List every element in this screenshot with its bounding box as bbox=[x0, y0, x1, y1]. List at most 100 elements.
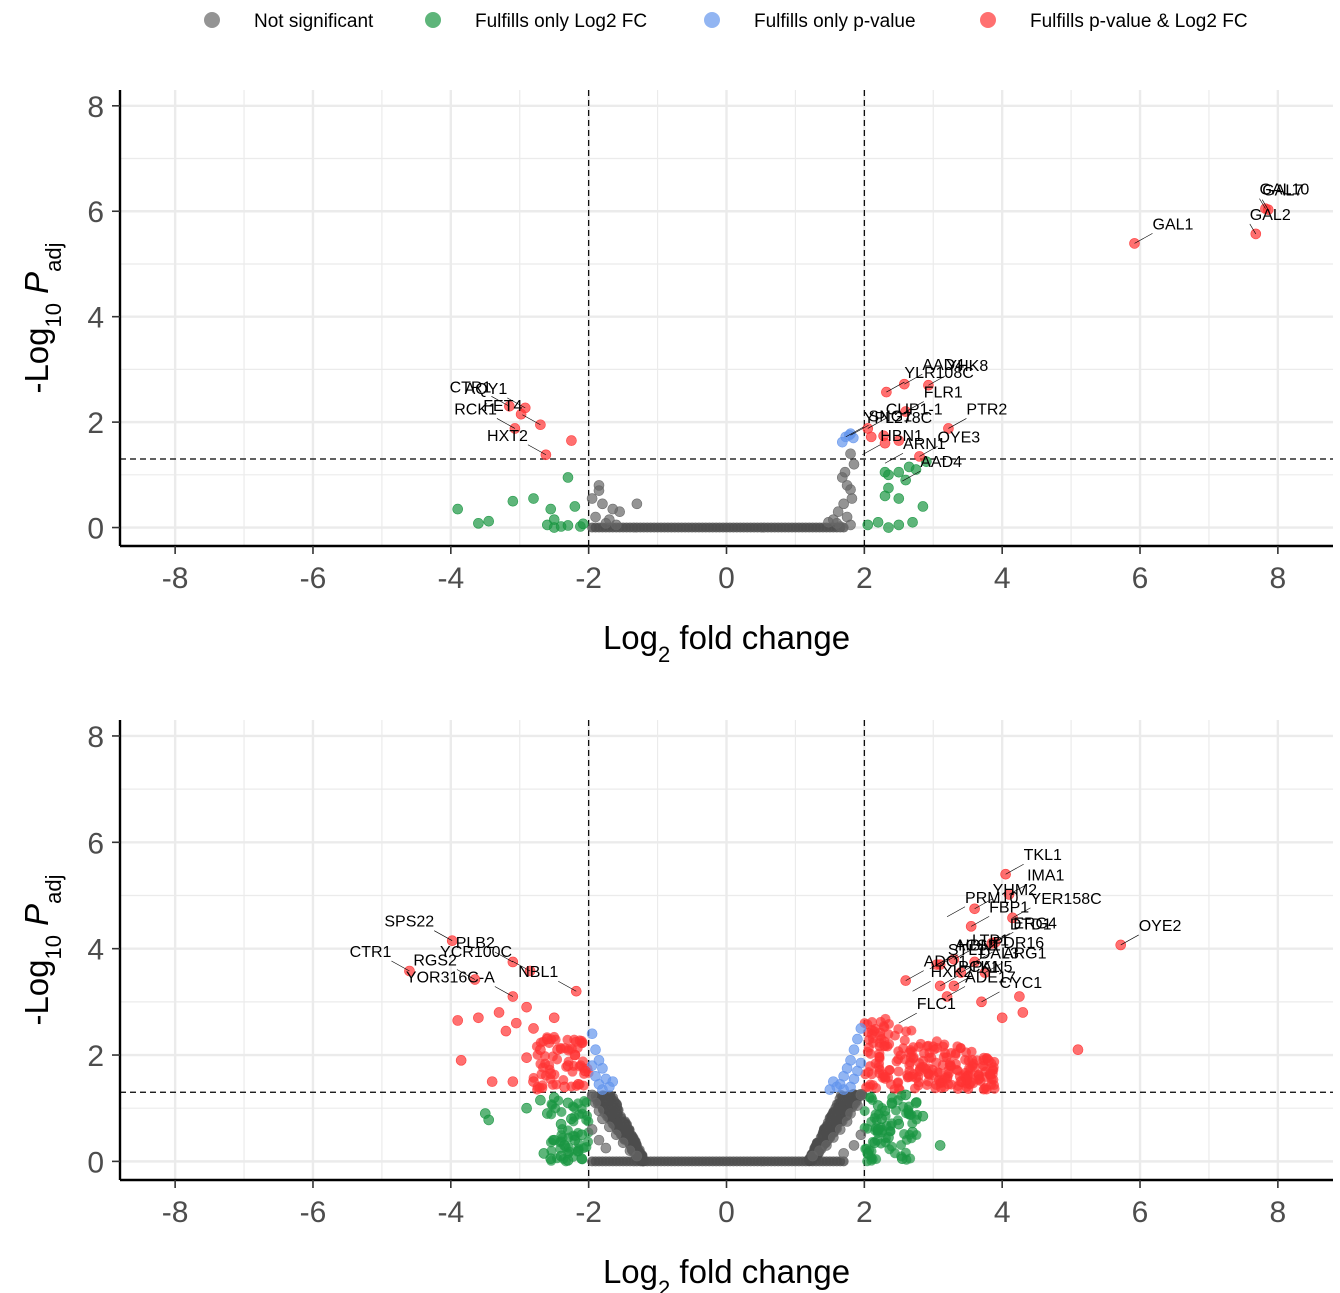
x-tick-label: 2 bbox=[856, 562, 873, 595]
gene-label-rck1: RCK1 bbox=[454, 401, 497, 418]
ns-point bbox=[838, 1156, 849, 1167]
label-leader bbox=[491, 396, 510, 407]
data-point bbox=[542, 1108, 553, 1119]
gene-label-nbl1: NBL1 bbox=[518, 964, 558, 981]
data-point bbox=[528, 1076, 539, 1087]
data-point bbox=[907, 1126, 918, 1138]
sig-point bbox=[960, 1054, 971, 1065]
sig-point bbox=[979, 1083, 990, 1094]
data-point bbox=[548, 1134, 560, 1146]
volcano-panel-top: GAL10GAL7GAL2GAL1AAD4YHK8YLR108CFLR1CUP1… bbox=[18, 90, 1333, 667]
series-fulfills-only-p-value bbox=[586, 1023, 867, 1095]
data-point bbox=[614, 506, 625, 518]
label-leader bbox=[912, 980, 931, 992]
data-point bbox=[845, 519, 856, 531]
x-tick-label: 4 bbox=[994, 562, 1011, 595]
data-point bbox=[566, 1113, 577, 1125]
sig-point bbox=[867, 1017, 878, 1028]
sig-point bbox=[893, 1054, 904, 1065]
label-leader bbox=[886, 381, 905, 393]
data-point bbox=[600, 1142, 612, 1154]
data-point bbox=[452, 1015, 464, 1026]
ns-point bbox=[625, 1132, 636, 1143]
y-tick-label: 2 bbox=[87, 1040, 104, 1073]
gene-label-gal10: GAL10 bbox=[1259, 182, 1309, 199]
label-leader bbox=[522, 414, 541, 426]
gene-label-flr1: FLR1 bbox=[924, 385, 963, 402]
ns-point bbox=[618, 1118, 629, 1129]
gene-label-ima1: IMA1 bbox=[1027, 867, 1064, 884]
data-point bbox=[917, 1110, 929, 1122]
data-point bbox=[535, 1094, 546, 1106]
data-point bbox=[832, 506, 844, 518]
data-point bbox=[486, 1076, 498, 1087]
gene-label-fet4: FET4 bbox=[483, 398, 522, 415]
data-point bbox=[507, 495, 519, 507]
gene-label-pdr16: PDR16 bbox=[993, 935, 1045, 952]
label-leader bbox=[981, 991, 1000, 1003]
data-point bbox=[838, 498, 849, 510]
gene-label-erg4: ERG4 bbox=[1013, 915, 1057, 932]
sig-point bbox=[923, 1069, 934, 1080]
data-point bbox=[934, 1140, 946, 1151]
label-leader bbox=[905, 970, 924, 981]
x-tick-label: -6 bbox=[300, 562, 327, 595]
data-point bbox=[586, 1028, 598, 1040]
legend-item-not-significant: Not significant bbox=[204, 11, 374, 32]
x-tick-label: 0 bbox=[718, 1196, 735, 1229]
gene-label-gal2: GAL2 bbox=[1250, 207, 1291, 224]
data-point bbox=[862, 1148, 874, 1159]
data-point bbox=[538, 1148, 550, 1159]
y-axis-title: -Log10 Padj bbox=[18, 242, 66, 393]
sig-point bbox=[989, 1083, 1000, 1094]
label-leader bbox=[511, 960, 531, 972]
fc-point bbox=[901, 1134, 912, 1145]
ns-point bbox=[822, 1123, 833, 1134]
data-point bbox=[562, 1155, 574, 1166]
sig-point bbox=[893, 1066, 904, 1077]
data-point bbox=[569, 1134, 581, 1146]
sig-point bbox=[875, 1027, 886, 1038]
data-point bbox=[562, 520, 574, 531]
gene-label-gal7: GAL7 bbox=[1262, 183, 1303, 200]
label-leader bbox=[850, 425, 869, 436]
data-point bbox=[535, 1044, 546, 1056]
sig-point bbox=[913, 1041, 924, 1052]
legend-item-fulfills-only-p-value: Fulfills only p-value bbox=[704, 11, 916, 32]
data-point bbox=[507, 1076, 519, 1087]
fc-point bbox=[581, 1114, 592, 1125]
label-leader bbox=[904, 373, 923, 385]
data-point bbox=[500, 1025, 512, 1037]
data-point bbox=[845, 484, 856, 495]
fc-point bbox=[556, 1107, 567, 1118]
fc-point bbox=[581, 1142, 592, 1153]
gene-label-ycr100c: YCR100C bbox=[440, 944, 512, 961]
sig-point bbox=[903, 1071, 914, 1082]
label-leader bbox=[919, 446, 938, 457]
sig-point bbox=[875, 1016, 886, 1027]
data-point bbox=[593, 485, 605, 496]
gene-label-yhm2: YHM2 bbox=[993, 882, 1038, 899]
data-point bbox=[848, 1140, 860, 1151]
data-point bbox=[852, 1100, 863, 1111]
data-point bbox=[483, 515, 495, 527]
grid bbox=[120, 90, 1333, 546]
data-point bbox=[896, 1153, 908, 1165]
x-tick-label: -4 bbox=[437, 1196, 464, 1229]
label-leader bbox=[936, 954, 955, 965]
data-point bbox=[586, 493, 598, 504]
gene-label-yor316c-a: YOR316C-A bbox=[406, 970, 495, 987]
sig-point bbox=[973, 1071, 984, 1082]
data-point bbox=[548, 522, 560, 533]
sig-point bbox=[942, 1073, 953, 1084]
fc-point bbox=[903, 1107, 914, 1118]
data-point bbox=[586, 1124, 598, 1135]
data-point bbox=[838, 1148, 849, 1159]
sig-point bbox=[863, 1042, 874, 1053]
data-point bbox=[579, 1065, 591, 1077]
series-fulfills-only-log2-fc bbox=[479, 1089, 946, 1166]
y-tick-label: 8 bbox=[87, 721, 104, 754]
y-tick-label: 6 bbox=[87, 827, 104, 860]
gene-label-aad4: AAD4 bbox=[922, 357, 964, 374]
